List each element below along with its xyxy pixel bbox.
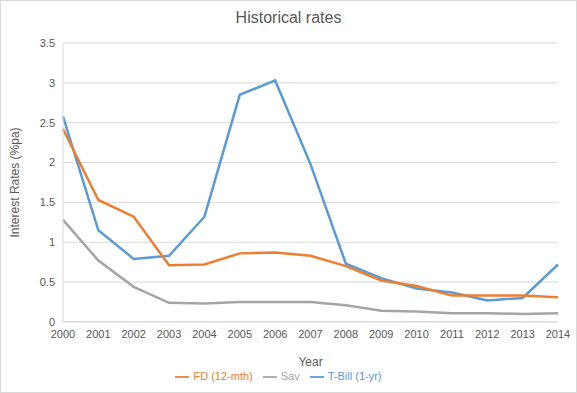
svg-text:2000: 2000 — [51, 328, 75, 340]
svg-text:2006: 2006 — [263, 328, 287, 340]
html-text:T-Bill (1-yr): T-Bill (1-yr) — [327, 369, 382, 382]
svg-text:2005: 2005 — [228, 328, 252, 340]
svg-text:2011: 2011 — [440, 328, 464, 340]
svg-text:Year: Year — [298, 355, 322, 369]
html-text:FD (12-mth): FD (12-mth) — [193, 369, 253, 382]
svg-text:2002: 2002 — [121, 328, 145, 340]
svg-text:2001: 2001 — [86, 328, 110, 340]
svg-text:2010: 2010 — [404, 328, 428, 340]
svg-text:1: 1 — [49, 236, 55, 248]
svg-text:2009: 2009 — [369, 328, 393, 340]
svg-text:0: 0 — [49, 316, 55, 328]
html-text:Historical rates: Historical rates — [235, 9, 342, 26]
svg-text:2003: 2003 — [157, 328, 181, 340]
svg-text:2008: 2008 — [334, 328, 358, 340]
svg-text:2004: 2004 — [192, 328, 216, 340]
svg-text:2.5: 2.5 — [40, 117, 55, 129]
svg-text:Interest Rates (%pa): Interest Rates (%pa) — [8, 127, 22, 237]
svg-text:1.5: 1.5 — [40, 196, 55, 208]
svg-text:3.5: 3.5 — [40, 37, 55, 49]
svg-text:3: 3 — [49, 77, 55, 89]
svg-text:2013: 2013 — [510, 328, 534, 340]
svg-text:2: 2 — [49, 156, 55, 168]
svg-text:2007: 2007 — [298, 328, 322, 340]
svg-text:2014: 2014 — [546, 328, 569, 340]
html-text:Sav: Sav — [280, 369, 300, 382]
svg-text:2012: 2012 — [475, 328, 499, 340]
svg-text:0.5: 0.5 — [40, 276, 55, 288]
